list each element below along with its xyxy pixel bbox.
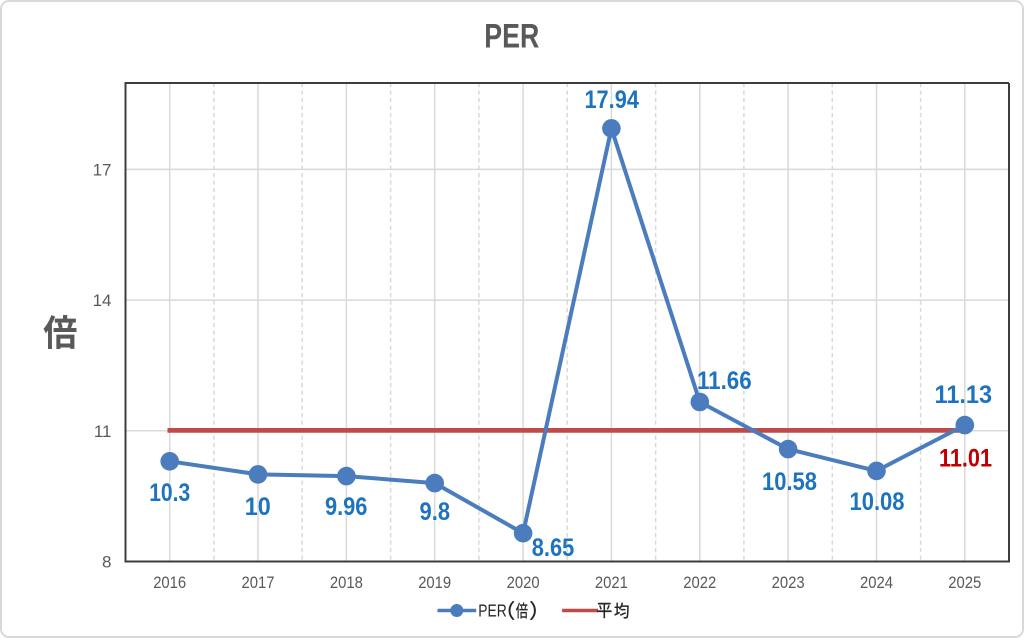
svg-text:11: 11: [93, 421, 111, 440]
svg-text:17: 17: [92, 160, 111, 179]
svg-text:9.96: 9.96: [324, 494, 367, 521]
svg-text:11.01: 11.01: [939, 445, 992, 472]
svg-text:8: 8: [102, 552, 111, 571]
svg-text:17.94: 17.94: [584, 86, 639, 113]
svg-text:9.8: 9.8: [419, 499, 450, 526]
svg-text:2017: 2017: [241, 574, 274, 592]
svg-text:14: 14: [92, 291, 111, 310]
svg-text:PER: PER: [478, 600, 507, 620]
svg-text:2025: 2025: [948, 574, 981, 592]
svg-text:8.65: 8.65: [531, 535, 574, 562]
svg-text:2022: 2022: [683, 574, 716, 592]
svg-text:2020: 2020: [506, 574, 539, 592]
svg-text:2016: 2016: [153, 574, 186, 592]
svg-text:11.66: 11.66: [697, 368, 752, 395]
svg-text:10.58: 10.58: [762, 469, 817, 496]
svg-text:PER: PER: [484, 17, 539, 55]
svg-text:2021: 2021: [594, 574, 627, 592]
svg-text:2023: 2023: [771, 574, 804, 592]
svg-text:2024: 2024: [860, 574, 893, 592]
svg-text:2018: 2018: [329, 574, 362, 592]
svg-text:11.13: 11.13: [934, 381, 992, 408]
svg-text:10: 10: [244, 494, 270, 521]
svg-text:10.08: 10.08: [849, 489, 904, 516]
svg-text:2019: 2019: [418, 574, 451, 592]
svg-text:10.3: 10.3: [149, 480, 190, 507]
